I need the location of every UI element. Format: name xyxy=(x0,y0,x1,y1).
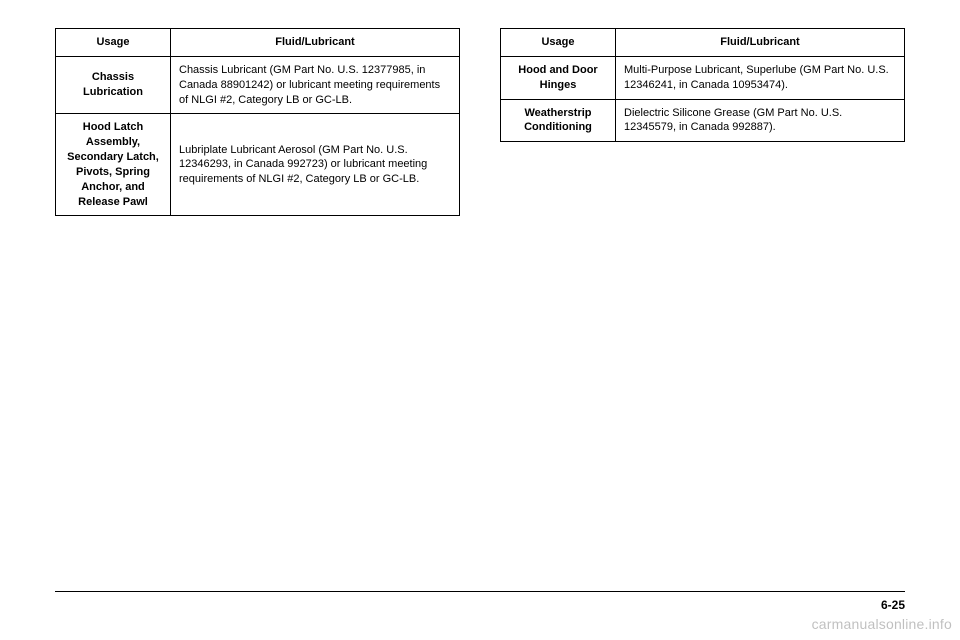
col-header-usage: Usage xyxy=(56,29,171,57)
table-header-row: Usage Fluid/Lubricant xyxy=(56,29,460,57)
page-number: 6-25 xyxy=(881,598,905,612)
col-header-fluid: Fluid/Lubricant xyxy=(616,29,905,57)
cell-fluid: Lubriplate Lubricant Aerosol (GM Part No… xyxy=(171,114,460,216)
cell-usage: Chassis Lubrication xyxy=(56,56,171,114)
cell-usage: Hood Latch Assembly, Secondary Latch, Pi… xyxy=(56,114,171,216)
right-table: Usage Fluid/Lubricant Hood and Door Hing… xyxy=(500,28,905,142)
table-header-row: Usage Fluid/Lubricant xyxy=(501,29,905,57)
cell-fluid: Chassis Lubricant (GM Part No. U.S. 1237… xyxy=(171,56,460,114)
table-row: Chassis Lubrication Chassis Lubricant (G… xyxy=(56,56,460,114)
cell-usage: Hood and Door Hinges xyxy=(501,56,616,99)
watermark-text: carmanualsonline.info xyxy=(812,616,952,632)
cell-fluid: Dielectric Silicone Grease (GM Part No. … xyxy=(616,99,905,142)
table-row: Hood and Door Hinges Multi-Purpose Lubri… xyxy=(501,56,905,99)
left-table: Usage Fluid/Lubricant Chassis Lubricatio… xyxy=(55,28,460,216)
page-container: Usage Fluid/Lubricant Chassis Lubricatio… xyxy=(0,0,960,640)
table-row: Weatherstrip Conditioning Dielectric Sil… xyxy=(501,99,905,142)
footer-divider xyxy=(55,591,905,592)
cell-fluid: Multi-Purpose Lubricant, Superlube (GM P… xyxy=(616,56,905,99)
cell-usage: Weatherstrip Conditioning xyxy=(501,99,616,142)
tables-wrapper: Usage Fluid/Lubricant Chassis Lubricatio… xyxy=(55,28,905,216)
col-header-fluid: Fluid/Lubricant xyxy=(171,29,460,57)
col-header-usage: Usage xyxy=(501,29,616,57)
table-row: Hood Latch Assembly, Secondary Latch, Pi… xyxy=(56,114,460,216)
